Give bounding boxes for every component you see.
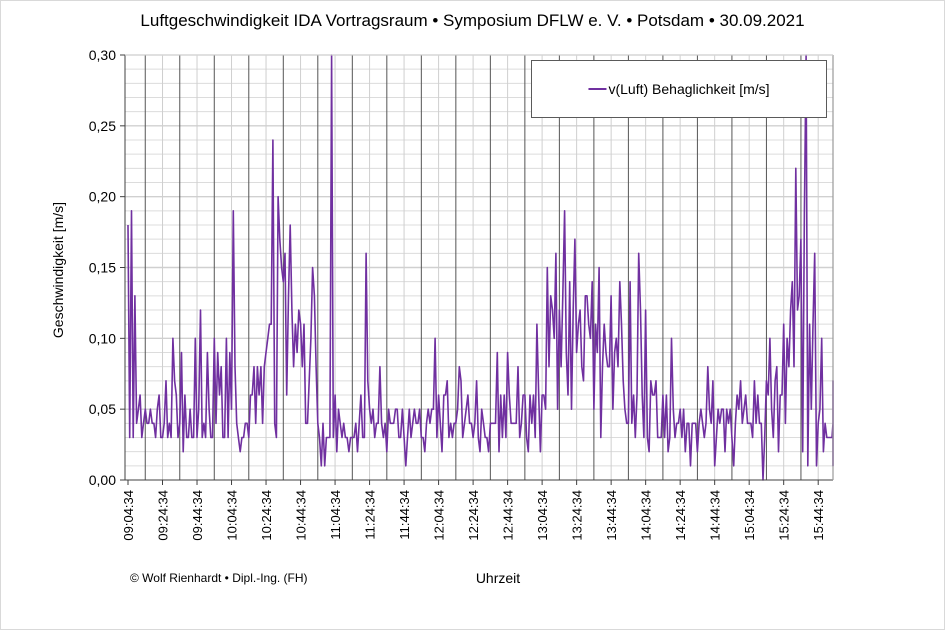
x-tick-label: 14:44:34: [708, 490, 723, 541]
legend: v(Luft) Behaglichkeit [m/s]: [531, 60, 827, 118]
x-tick-label: 12:04:34: [432, 490, 447, 541]
y-tick-label: 0,20: [89, 189, 116, 205]
x-tick-label: 11:44:34: [397, 490, 412, 540]
x-axis-label: Uhrzeit: [475, 570, 521, 586]
y-tick-label: 0,15: [89, 260, 116, 276]
x-tick-label: 15:24:34: [777, 490, 792, 541]
x-tick-label: 10:24:34: [259, 490, 274, 541]
data-series: [127, 54, 834, 481]
y-tick-label: 0,05: [89, 401, 116, 417]
x-tick-label: 15:04:34: [742, 490, 757, 541]
x-tick-label: 13:04:34: [535, 490, 550, 541]
x-tick-label: 09:04:34: [121, 490, 136, 541]
x-tick-labels: 09:04:34 09:24:34 09:44:34 10:04:34 10:24:34…: [121, 490, 826, 541]
legend-swatch: [588, 88, 607, 90]
y-tick-label: 0,30: [89, 47, 116, 63]
x-tick-label: 13:44:34: [604, 490, 619, 541]
series-line: [127, 54, 834, 481]
x-tick-label: 14:04:34: [639, 490, 654, 541]
x-tick-label: 11:04:34: [328, 490, 343, 540]
x-tick-label: 12:44:34: [501, 490, 516, 541]
x-tick-label: 15:44:34: [811, 490, 826, 541]
axes: [120, 54, 834, 485]
y-tick-label: 0,10: [89, 330, 116, 346]
y-tick-label: 0,00: [89, 472, 116, 488]
x-tick-label: 13:24:34: [570, 490, 585, 541]
x-tick-label: 12:24:34: [466, 490, 481, 541]
copyright-note: © Wolf Rienhardt • Dipl.-Ing. (FH): [130, 571, 308, 585]
x-tick-label: 14:24:34: [673, 490, 688, 541]
y-tick-label: 0,25: [89, 118, 116, 134]
x-tick-label: 10:44:34: [294, 490, 309, 541]
x-tick-label: 09:44:34: [190, 490, 205, 541]
legend-label: v(Luft) Behaglichkeit [m/s]: [608, 81, 770, 97]
chart-title: Luftgeschwindigkeit IDA Vortragsraum • S…: [140, 11, 805, 30]
x-tick-label: 10:04:34: [225, 490, 240, 541]
y-tick-labels: 0,00 0,05 0,10 0,15 0,20 0,25 0,30: [89, 47, 116, 488]
x-tick-label: 11:24:34: [363, 490, 378, 540]
x-tick-label: 09:24:34: [156, 490, 171, 541]
